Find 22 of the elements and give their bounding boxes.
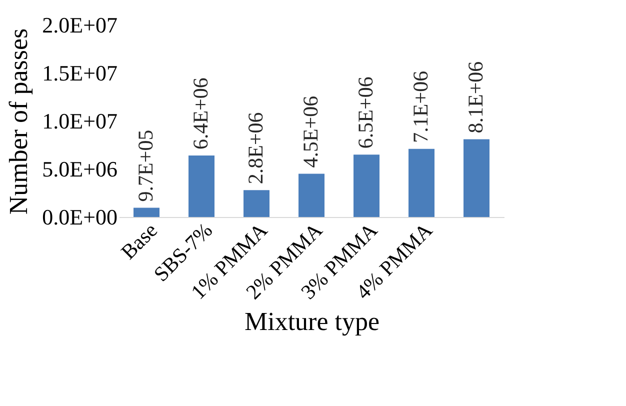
x-axis-title: Mixture type <box>244 307 380 336</box>
bar <box>134 208 160 217</box>
y-tick-label: 1.0E+07 <box>42 108 118 134</box>
data-label: 4.5E+06 <box>298 96 322 168</box>
bar <box>244 190 270 217</box>
bar <box>354 154 380 217</box>
y-tick-label: 1.5E+07 <box>42 60 118 86</box>
y-axis-title: Number of passes <box>4 28 34 215</box>
data-label: 8.1E+06 <box>464 61 488 134</box>
data-label: 6.5E+06 <box>354 76 378 149</box>
x-tick-label: Base <box>116 218 162 264</box>
y-tick-label: 0.0E+00 <box>42 204 118 230</box>
data-label: 2.8E+06 <box>244 112 268 184</box>
data-label: 9.7E+05 <box>134 130 158 202</box>
bar <box>464 139 490 217</box>
y-tick-label: 5.0E+06 <box>42 156 118 182</box>
data-label: 7.1E+06 <box>408 70 432 143</box>
bar <box>188 156 214 217</box>
bar <box>298 174 324 217</box>
y-tick-label: 2.0E+07 <box>42 12 118 38</box>
bar <box>408 148 434 217</box>
data-label: 6.4E+06 <box>188 78 212 150</box>
